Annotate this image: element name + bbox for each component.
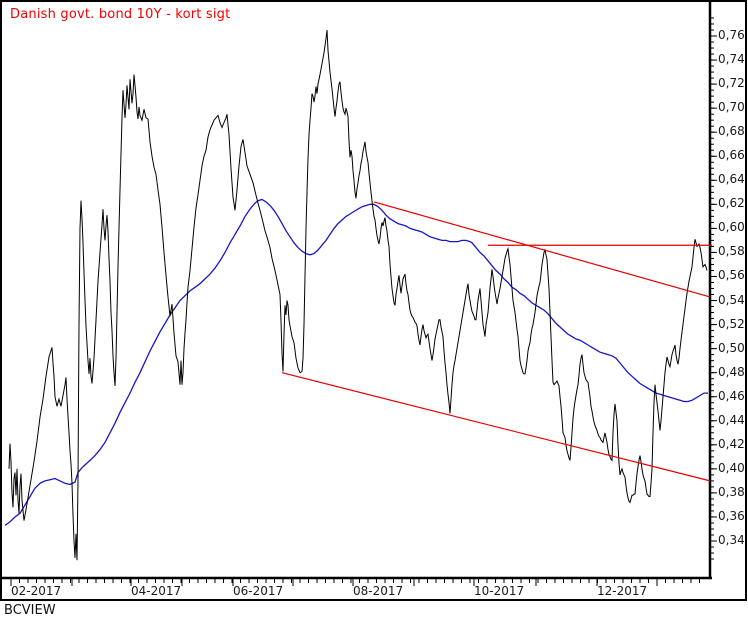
y-tick-label: 0,70	[718, 100, 745, 115]
y-tick-label: 0,56	[718, 268, 745, 283]
y-tick-label: 0,66	[718, 148, 745, 163]
y-tick-label: 0,36	[718, 508, 745, 523]
lower-channel-trendline	[281, 372, 711, 482]
y-tick-label: 0,50	[718, 340, 745, 355]
y-tick-label: 0,40	[718, 460, 745, 475]
y-tick-label: 0,48	[718, 364, 745, 379]
chart-title: Danish govt. bond 10Y - kort sigt	[10, 7, 231, 22]
chart-frame	[0, 0, 747, 601]
y-tick-label: 0,34	[718, 533, 745, 547]
y-tick-label: 0,44	[718, 412, 745, 427]
y-tick-label: 0,54	[718, 292, 745, 307]
upper-channel-trendline	[373, 201, 711, 298]
y-tick-label: 0,38	[718, 484, 745, 499]
x-tick-label: 08-2017	[353, 584, 404, 598]
x-tick-label: 12-2017	[597, 584, 648, 598]
price-line	[8, 29, 708, 561]
y-tick-label: 0,74	[718, 52, 745, 67]
x-tick-label: 02-2017	[11, 584, 62, 598]
y-tick-label: 0,68	[718, 124, 745, 139]
y-tick-label: 0,58	[718, 244, 745, 259]
y-tick-label: 0,64	[718, 172, 745, 187]
x-tick-label: 04-2017	[131, 584, 182, 598]
y-tick-label: 0,76	[718, 28, 745, 42]
brand-watermark: BCVIEW	[4, 603, 56, 618]
x-tick-label: 10-2017	[474, 584, 525, 598]
y-tick-label: 0,72	[718, 76, 745, 91]
y-tick-label: 0,46	[718, 388, 745, 403]
y-tick-label: 0,62	[718, 196, 745, 211]
ma-line	[4, 198, 708, 526]
x-tick-label: 06-2017	[233, 584, 284, 598]
y-tick-label: 0,42	[718, 436, 745, 451]
y-tick-label: 0,60	[718, 220, 745, 235]
y-tick-label: 0,52	[718, 316, 745, 331]
